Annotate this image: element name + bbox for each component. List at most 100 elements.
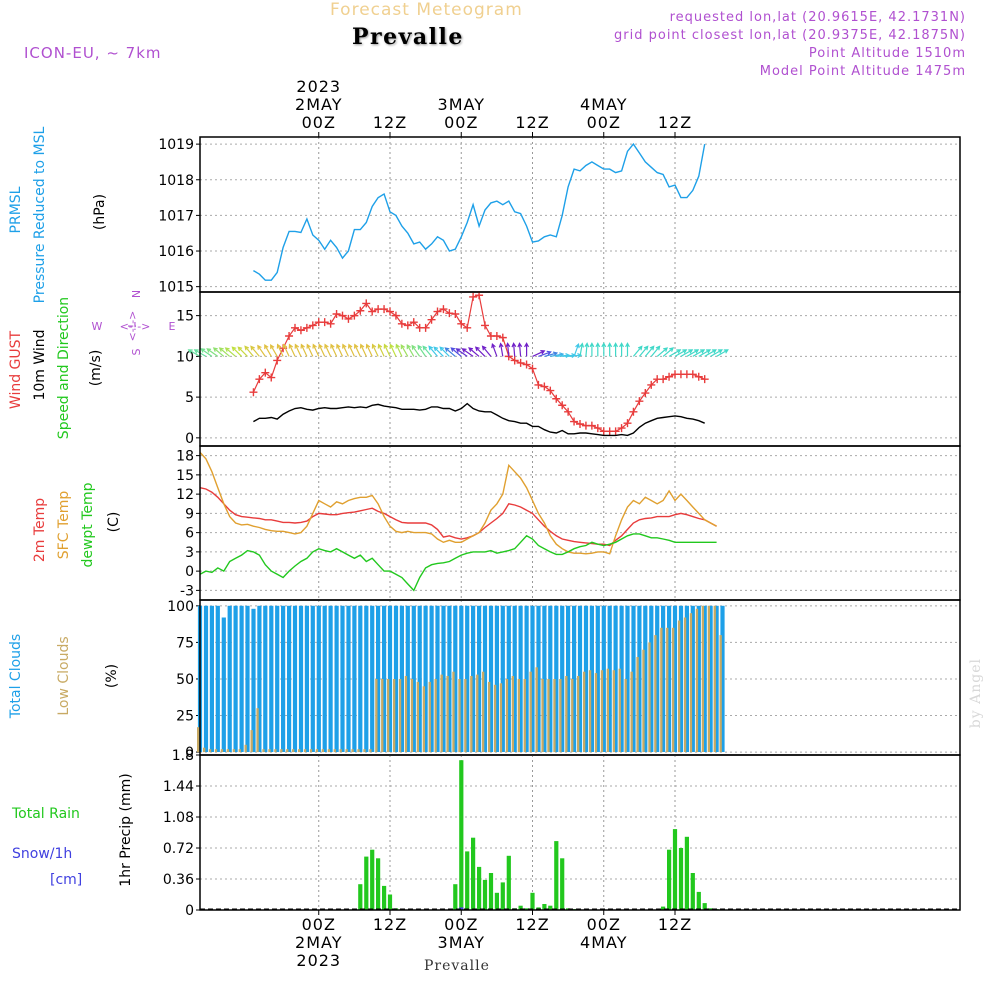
total-clouds-bar <box>281 605 286 752</box>
gust-marker <box>700 375 709 384</box>
rain-bar <box>560 858 565 910</box>
gust-marker <box>451 310 460 318</box>
wind-direction-arrow <box>538 350 552 357</box>
low-clouds-bar <box>600 670 604 753</box>
gust-marker <box>641 389 650 398</box>
y-tick-label: 15 <box>176 468 194 484</box>
wind-direction-arrow <box>377 343 385 357</box>
rain-bar <box>358 884 363 910</box>
top-time-label: 4MAY <box>580 95 627 114</box>
wind-panel: 0 5 10 15 Wind GUST 10m Wind Speed and Directi… <box>8 290 961 447</box>
wind-direction-arrow <box>288 343 296 357</box>
rain-bar <box>500 882 505 910</box>
wind-label: Speed and Direction <box>56 297 72 439</box>
wind-direction-arrow <box>406 344 415 357</box>
gust-marker <box>421 323 430 332</box>
wind-direction-arrow <box>433 346 444 357</box>
rain-bar <box>459 760 464 910</box>
rain-bar <box>672 829 678 910</box>
y-tick-label: 0 <box>185 564 194 580</box>
low-clouds-bar <box>565 676 568 752</box>
wind-direction-arrow <box>439 346 450 357</box>
gust-marker <box>308 321 317 330</box>
wind-direction-arrow <box>324 343 332 357</box>
wind-direction-arrow <box>237 346 248 357</box>
y-tick-label: 0.72 <box>163 841 194 857</box>
low-clouds-bar <box>630 671 633 753</box>
wind-direction-arrow <box>716 349 729 357</box>
total-clouds-bar <box>423 605 428 752</box>
rain-bar <box>708 908 713 910</box>
wind-direction-arrow <box>544 351 559 357</box>
low-clouds-bar <box>214 749 218 753</box>
total-clouds-bar <box>269 605 274 752</box>
low-clouds-bar <box>428 681 431 753</box>
low-clouds-bar <box>695 608 699 753</box>
low-clouds-bar <box>268 749 271 753</box>
wind-direction-arrow <box>589 342 595 357</box>
low-clouds-bar <box>606 668 609 752</box>
wind-direction-arrow <box>276 343 284 357</box>
wind-direction-arrow <box>674 349 688 357</box>
low-clouds-bar <box>713 605 716 752</box>
total-clouds-bar <box>714 605 719 752</box>
rain-bar <box>690 873 695 910</box>
total-clouds-bar <box>518 605 523 752</box>
low-clouds-bar <box>689 613 693 753</box>
y-tick-label: 0 <box>185 903 194 919</box>
low-clouds-bar <box>220 749 224 753</box>
gust-marker <box>332 310 341 318</box>
low-clouds-bar <box>583 671 586 753</box>
gust-marker <box>427 315 436 324</box>
wind-direction-arrow <box>359 343 367 357</box>
low-clouds-bar <box>416 681 419 753</box>
wind-direction-arrow <box>511 342 517 357</box>
total-clouds-bar <box>613 605 618 752</box>
gust-marker <box>320 318 329 327</box>
low-clouds-bar <box>446 676 449 752</box>
wind-direction-arrow <box>686 349 700 357</box>
wind-direction-arrow <box>300 343 308 357</box>
total-clouds-bar <box>536 605 541 752</box>
low-clouds-bar <box>642 649 645 753</box>
low-clouds-bar <box>280 749 283 753</box>
wind-direction-arrow <box>187 349 201 357</box>
total-clouds-bar <box>637 605 642 752</box>
low-clouds-bar <box>571 679 574 753</box>
y-tick-label: 25 <box>176 709 194 725</box>
bottom-time-label: 3MAY <box>438 933 485 952</box>
low-clouds-bar <box>351 749 354 753</box>
total-clouds-bar <box>251 608 256 753</box>
gust-marker <box>261 368 270 377</box>
total-clouds-bar <box>221 617 226 752</box>
pressure-panel: 1015 1016 1017 1018 1019 PRMSL Pressure Reduce… <box>8 126 961 303</box>
low-clouds-bar <box>672 627 675 753</box>
low-clouds-bar <box>476 674 479 753</box>
top-time-label: 00Z <box>587 113 621 132</box>
total-clouds-bar <box>382 605 387 752</box>
low-clouds-bar <box>464 679 467 753</box>
rain-bar <box>524 908 529 910</box>
low-clouds-bar <box>208 749 212 753</box>
gust-marker <box>492 332 501 340</box>
low-clouds-bar <box>410 679 414 753</box>
gust-marker <box>629 407 638 416</box>
top-time-label: 00Z <box>444 113 478 132</box>
total-clouds-bar <box>589 605 594 752</box>
gust-marker <box>522 360 531 369</box>
clouds-label: Low Clouds <box>56 636 72 715</box>
total-clouds-bar <box>667 605 672 752</box>
total-clouds-bar <box>554 605 559 752</box>
wind-direction-arrow <box>231 346 243 357</box>
gust-marker <box>433 307 442 316</box>
low-clouds-bar <box>303 749 307 753</box>
wind-direction-arrow <box>318 343 326 357</box>
total-clouds-bar <box>239 605 244 752</box>
low-clouds-bar <box>499 683 503 752</box>
low-clouds-bar <box>333 749 336 753</box>
clouds-panel: 0 25 50 75 100 Total Clouds Low Clouds (%) <box>8 599 961 761</box>
temperature-panel: -3 0 3 6 9 12 15 18 2m Temp SFC Temp dewpt Temp (C) <box>32 445 961 601</box>
total-clouds-bar <box>346 605 351 752</box>
top-time-label: 12Z <box>373 113 407 132</box>
wind-direction-arrow <box>650 345 661 357</box>
